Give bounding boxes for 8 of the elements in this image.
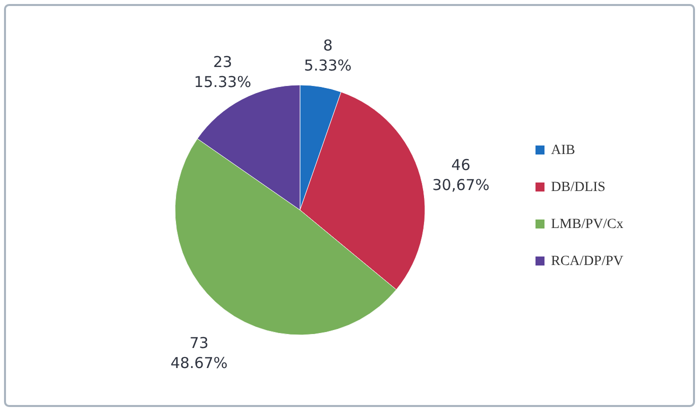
legend-label: LMB/PV/Cx (551, 217, 624, 232)
legend-label: RCA/DP/PV (551, 254, 624, 269)
legend-label: DB/DLIS (551, 180, 606, 195)
data-label: 8 5.33% (304, 36, 352, 74)
data-label: 23 15.33% (194, 53, 252, 92)
data-label: 73 48.67% (170, 334, 228, 372)
data-label: 46 30,67% (432, 156, 490, 194)
legend-label: AIB (551, 143, 576, 158)
